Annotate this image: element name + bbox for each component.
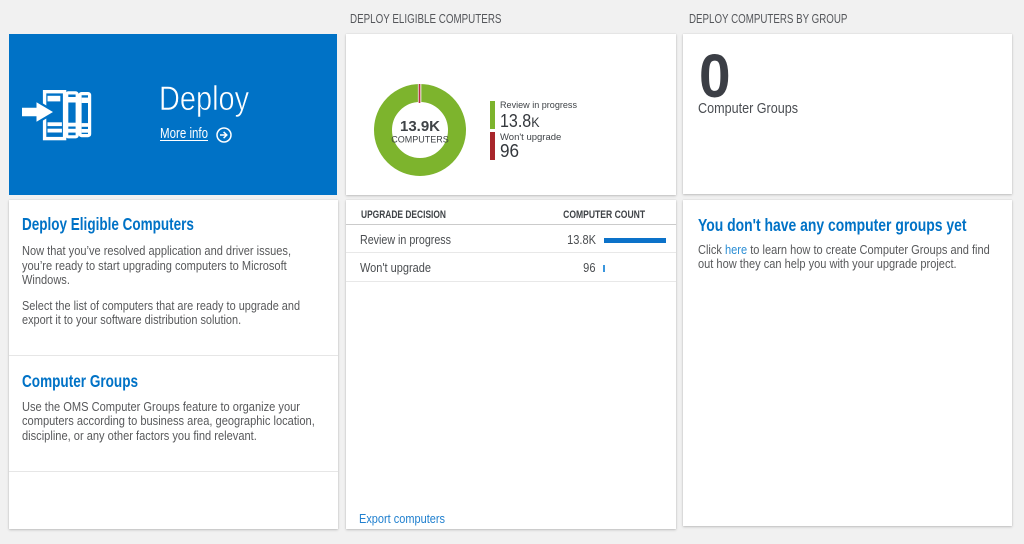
svg-text:13.9K: 13.9K bbox=[400, 118, 440, 135]
svg-text:COMPUTERS: COMPUTERS bbox=[391, 135, 449, 145]
